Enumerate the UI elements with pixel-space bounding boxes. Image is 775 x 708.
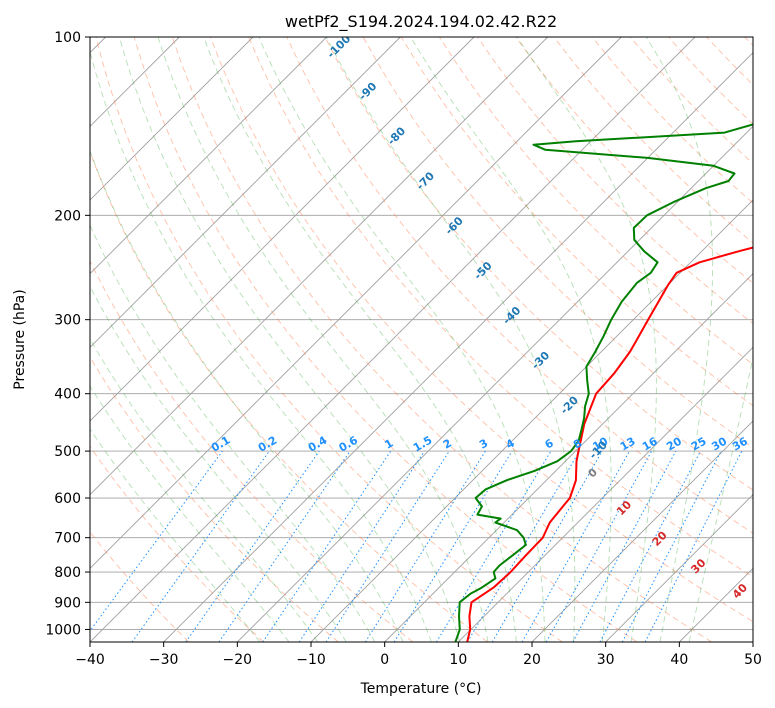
y-tick-label: 600 (54, 491, 81, 507)
isotherm-line (752, 641, 753, 642)
dry-adiabat-line (90, 445, 264, 642)
mixing-ratio-line (393, 450, 513, 642)
y-axis-ticks: 1000 900 800 700 600 500 400 300 200 100 (45, 30, 90, 638)
moist-adiabat-line (90, 338, 319, 642)
mixing-ratio-line (572, 450, 677, 642)
y-tick-label: 800 (54, 565, 81, 581)
isotherm-line (458, 346, 753, 642)
plot-background (90, 37, 753, 642)
moist-adiabat-line (90, 49, 432, 642)
temperature-profile-line (466, 246, 753, 642)
mixing-ratio-line (364, 450, 486, 642)
moist-adiabat-line (516, 37, 657, 642)
isotherm-line (605, 494, 753, 642)
y-tick-label: 400 (54, 387, 81, 403)
dry-adiabat-line (171, 37, 712, 642)
moist-adiabat-line (90, 149, 404, 642)
mixing-ratio-line (491, 450, 603, 642)
moist-adiabat-line (90, 385, 290, 642)
mixing-ratio-line (218, 450, 351, 642)
moist-adiabat-line (90, 285, 347, 642)
isotherm-line (90, 37, 401, 348)
dry-adiabat-line (324, 37, 753, 491)
x-tick-label: 30 (597, 652, 615, 668)
moist-adiabat-line (410, 37, 612, 642)
x-tick-label: 20 (523, 652, 541, 668)
moist-adiabat-line (90, 428, 261, 642)
mixing-ratio-line (435, 450, 552, 642)
dewpoint-profile-line (454, 123, 753, 642)
y-tick-label: 300 (54, 313, 81, 329)
x-tick-label: −40 (75, 652, 105, 668)
isotherm-line (384, 273, 753, 642)
mixing-ratio-line (467, 450, 580, 642)
x-tick-label: −30 (149, 652, 179, 668)
isotherm-line (163, 52, 753, 642)
y-tick-label: 100 (54, 30, 81, 46)
x-tick-label: −20 (223, 652, 253, 668)
dry-adiabat-line (248, 37, 753, 578)
isotherm-line (90, 37, 696, 642)
mixing-ratio-line (545, 450, 653, 642)
dry-adiabat-line (286, 37, 753, 534)
moist-adiabat-line (203, 37, 517, 642)
x-tick-label: 0 (380, 652, 389, 668)
isotherm-line (90, 37, 254, 201)
dry-adiabat-line (210, 37, 753, 623)
moist-adiabat-line (157, 37, 489, 642)
isotherm-line (237, 125, 753, 642)
dry-adiabat-line (95, 37, 563, 642)
x-tick-label: 10 (449, 652, 467, 668)
moist-adiabat-line (90, 224, 376, 642)
y-tick-label: 200 (54, 208, 81, 224)
y-tick-label: 700 (54, 531, 81, 547)
chart-title: wetPf2_S194.2024.194.02.42.R22 (285, 12, 557, 32)
x-tick-label: 50 (744, 652, 762, 668)
isotherm-line (531, 420, 753, 642)
moist-adiabat-line (258, 37, 546, 642)
moist-adiabat-line (325, 37, 576, 642)
y-tick-label: 900 (54, 595, 81, 611)
x-tick-label: 40 (670, 652, 688, 668)
mixing-ratio-line (185, 450, 320, 642)
dry-adiabat-line (133, 37, 638, 642)
y-tick-label: 500 (54, 444, 81, 460)
isotherm-line (90, 37, 548, 496)
x-axis-ticks: −40 −30 −20 −10 0 10 20 30 40 50 (75, 642, 762, 668)
y-tick-label: 1000 (45, 622, 81, 638)
mixing-ratio-line (521, 450, 630, 642)
moist-adiabat-line (118, 37, 461, 642)
moist-adiabat-line (645, 37, 714, 642)
dry-adiabat-line (90, 259, 414, 642)
isotherm-line (90, 37, 327, 275)
plot-frame (89, 36, 754, 643)
mixing-ratio-line (325, 450, 450, 642)
isotherm-line (90, 37, 622, 569)
y-axis-title: Pressure (hPa) (12, 289, 28, 389)
dry-adiabat-line (90, 356, 339, 642)
x-axis-title: Temperature (°C) (360, 681, 482, 697)
moist-adiabat-line (688, 354, 753, 642)
series-lines (454, 123, 753, 642)
background-lines (90, 37, 753, 642)
dry-adiabat-line (515, 37, 753, 284)
x-tick-label: −10 (296, 652, 326, 668)
isotherm-line (90, 37, 475, 422)
